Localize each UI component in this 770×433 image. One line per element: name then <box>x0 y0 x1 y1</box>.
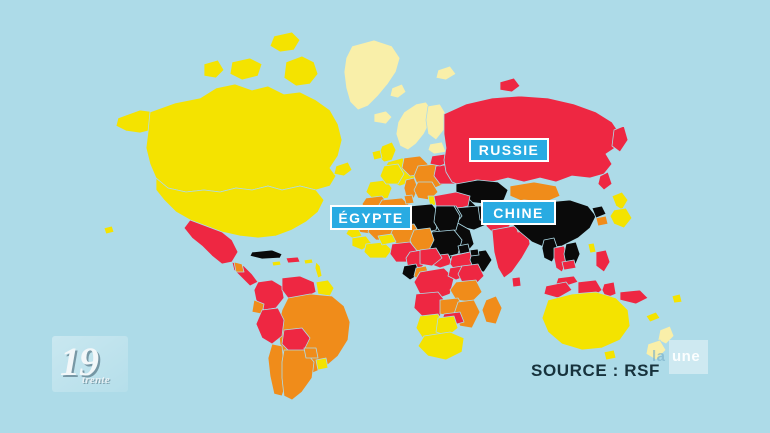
country-japan-honshu <box>609 207 633 229</box>
watermark-text-une: une <box>672 348 701 365</box>
country-north-korea <box>591 205 607 219</box>
country-indonesia-sulawesi <box>601 281 617 299</box>
country-finland <box>425 103 447 141</box>
island-sri-lanka <box>511 276 522 288</box>
country-greenland <box>343 39 401 111</box>
country-madagascar <box>481 295 503 325</box>
country-japan <box>611 191 629 211</box>
island-kamchatka <box>611 125 629 153</box>
country-france <box>379 163 405 185</box>
island-jamaica <box>271 260 282 267</box>
island-fiji <box>671 293 683 304</box>
country-guyana-suriname <box>315 279 335 297</box>
country-mongolia <box>509 181 561 203</box>
country-indonesia-sumatra <box>543 281 573 299</box>
country-botswana <box>435 315 459 337</box>
island-iceland <box>373 110 393 125</box>
country-uruguay <box>315 357 329 371</box>
country-new-zealand-south <box>645 339 667 361</box>
country-chile <box>267 343 287 397</box>
country-djibouti <box>469 248 480 257</box>
country-egypt <box>433 205 461 233</box>
map-label-chine[interactable]: CHINE <box>481 200 556 225</box>
country-mexico <box>183 219 239 265</box>
island-newfoundland <box>333 161 353 177</box>
island-hispaniola <box>285 256 301 264</box>
country-australia <box>541 291 631 351</box>
channel-watermark-la-une: la une <box>652 340 708 374</box>
island-lesser-antilles <box>314 261 323 279</box>
island-sakhalin <box>597 171 613 191</box>
country-angola <box>413 291 447 319</box>
country-philippines <box>595 249 611 273</box>
watermark-text-la: la <box>652 348 666 365</box>
island-svalbard <box>435 65 457 81</box>
island-cuba <box>249 249 283 260</box>
country-south-korea <box>595 215 609 227</box>
source-credit: SOURCE : RSF <box>531 361 661 380</box>
country-italy <box>403 177 419 199</box>
country-central-african-republic <box>419 247 443 267</box>
watermark-box <box>669 340 708 374</box>
country-new-zealand <box>657 325 675 345</box>
island-novaya-zemlya <box>499 77 521 93</box>
island-hawaii <box>103 225 115 235</box>
island-new-caledonia <box>645 311 661 323</box>
region-baltics <box>427 141 447 155</box>
program-logo-word: trente <box>82 374 111 386</box>
country-papua-new-guinea <box>619 289 649 305</box>
island-tasmania <box>603 349 617 361</box>
country-guatemala <box>233 261 245 273</box>
island-ellesmere <box>269 31 301 53</box>
island-victoria <box>229 57 263 81</box>
program-logo-number: 19 <box>60 339 99 384</box>
island-greenland-east <box>389 83 407 99</box>
island-puerto-rico <box>303 258 314 265</box>
country-cambodia <box>561 259 577 271</box>
country-ireland <box>371 149 383 161</box>
map-label-egypte[interactable]: ÉGYPTE <box>330 205 412 230</box>
island-banks <box>203 59 225 79</box>
map-label-russie[interactable]: RUSSIE <box>469 138 549 162</box>
program-logo-19-trente: 19 trente <box>52 336 128 392</box>
region-scandinavia <box>395 101 433 151</box>
country-paraguay <box>303 347 319 359</box>
country-tunisia <box>403 194 415 205</box>
country-burkina <box>377 233 397 246</box>
country-peru <box>255 307 285 345</box>
country-south-africa <box>417 331 465 361</box>
island-baffin <box>283 55 319 87</box>
